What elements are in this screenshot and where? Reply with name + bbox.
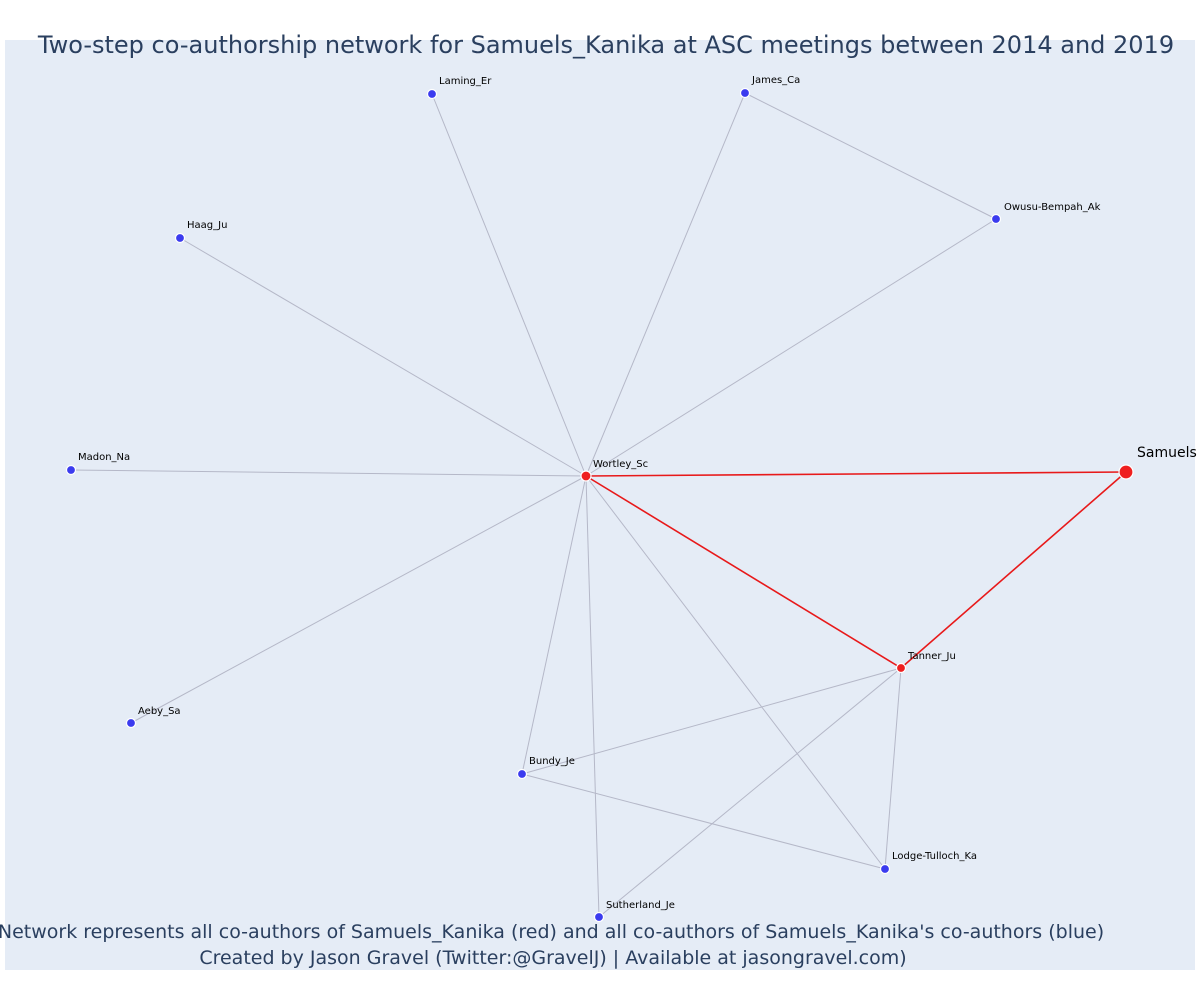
node-haag-ju[interactable] <box>174 232 186 244</box>
caption-line-2: Created by Jason Gravel (Twitter:@Gravel… <box>199 947 906 969</box>
edge-wortley-sc-bundy-je <box>521 475 587 775</box>
node-madon-na[interactable] <box>65 464 77 476</box>
node-label-james-ca: James_Ca <box>751 75 800 86</box>
edge-wortley-sc-madon-na <box>70 469 587 477</box>
node-bundy-je[interactable] <box>516 768 528 780</box>
edge-wortley-sc-samuels <box>585 471 1127 477</box>
edge-james-ca-owusu-bempah-ak <box>744 92 997 220</box>
edge-wortley-sc-owusu-bempah-ak <box>585 218 997 477</box>
node-label-owusu-bempah-ak: Owusu-Bempah_Ak <box>1004 202 1101 213</box>
nodes-layer <box>65 87 1134 923</box>
edge-wortley-sc-haag-ju <box>179 237 587 477</box>
edge-wortley-sc-sutherland-je <box>585 475 600 918</box>
figure-title: Two-step co-authorship network for Samue… <box>37 31 1174 59</box>
edge-tanner-ju-sutherland-je <box>598 667 902 918</box>
edge-tanner-ju-bundy-je <box>521 667 902 775</box>
node-owusu-bempah-ak[interactable] <box>990 213 1002 225</box>
node-tanner-ju[interactable] <box>895 662 907 674</box>
edge-tanner-ju-lodge-tulloch-ka <box>884 667 902 870</box>
node-laming-er[interactable] <box>426 88 438 100</box>
node-label-wortley-sc: Wortley_Sc <box>593 459 648 470</box>
edges-layer <box>70 92 1127 918</box>
edge-wortley-sc-lodge-tulloch-ka <box>585 475 886 870</box>
node-label-aeby-sa: Aeby_Sa <box>138 706 181 717</box>
node-label-sutherland-je: Sutherland_Je <box>606 900 675 911</box>
edge-tanner-ju-samuels <box>900 471 1127 669</box>
labels-layer: Samuels Wortley_Sc Tanner_Ju Laming_Er James… <box>78 75 1197 911</box>
node-sutherland-je[interactable] <box>593 911 605 923</box>
node-samuels[interactable] <box>1118 464 1134 480</box>
edge-wortley-sc-tanner-ju <box>585 475 902 669</box>
edge-wortley-sc-james-ca <box>585 92 746 477</box>
edge-wortley-sc-aeby-sa <box>130 475 587 724</box>
node-wortley-sc[interactable] <box>580 470 592 482</box>
node-label-tanner-ju: Tanner_Ju <box>907 651 956 662</box>
edge-bundy-je-lodge-tulloch-ka <box>521 773 886 870</box>
plot-background <box>5 40 1195 970</box>
edge-wortley-sc-laming-er <box>431 93 587 477</box>
caption-line-1: Network represents all co-authors of Sam… <box>0 921 1104 943</box>
node-label-laming-er: Laming_Er <box>439 76 492 87</box>
node-james-ca[interactable] <box>739 87 751 99</box>
node-label-madon-na: Madon_Na <box>78 452 130 463</box>
node-lodge-tulloch-ka[interactable] <box>879 863 891 875</box>
node-label-samuels: Samuels <box>1137 445 1197 461</box>
node-label-haag-ju: Haag_Ju <box>187 220 227 231</box>
node-label-lodge-tulloch-ka: Lodge-Tulloch_Ka <box>892 851 977 862</box>
node-aeby-sa[interactable] <box>125 717 137 729</box>
node-label-bundy-je: Bundy_Je <box>529 756 575 767</box>
